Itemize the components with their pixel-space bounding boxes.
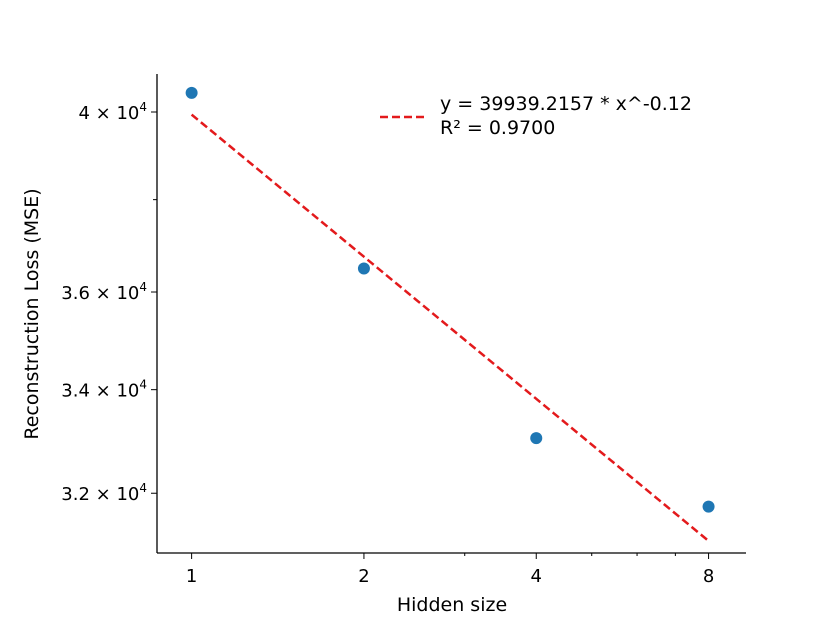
data-point xyxy=(185,86,198,99)
x-tick-label: 4 xyxy=(531,566,542,587)
data-point xyxy=(702,500,715,513)
x-tick-label: 1 xyxy=(186,566,197,587)
plot-area xyxy=(185,86,715,542)
x-tick-label: 8 xyxy=(703,566,714,587)
x-axis-title: Hidden size xyxy=(397,594,507,616)
y-tick-label: 3.6 × 104 xyxy=(61,280,147,304)
ticks: 1 2 4 8 3.2 × 104 3.4 × 104 3.6 × 104 4 × 104 xyxy=(61,100,714,587)
y-tick-label: 3.4 × 104 xyxy=(61,378,147,402)
axes xyxy=(156,74,746,554)
legend: y = 39939.2157 * x^-0.12 R² = 0.9700 xyxy=(380,93,692,139)
data-point xyxy=(357,262,370,275)
fit-line xyxy=(190,113,710,542)
legend-fit-line2: R² = 0.9700 xyxy=(440,117,555,139)
y-tick-label: 4 × 104 xyxy=(78,100,147,124)
y-tick-label: 3.2 × 104 xyxy=(61,481,147,505)
x-tick-label: 2 xyxy=(358,566,369,587)
data-point xyxy=(530,432,543,445)
y-axis-title: Reconstruction Loss (MSE) xyxy=(21,188,43,439)
legend-fit-line1: y = 39939.2157 * x^-0.12 xyxy=(440,93,692,115)
